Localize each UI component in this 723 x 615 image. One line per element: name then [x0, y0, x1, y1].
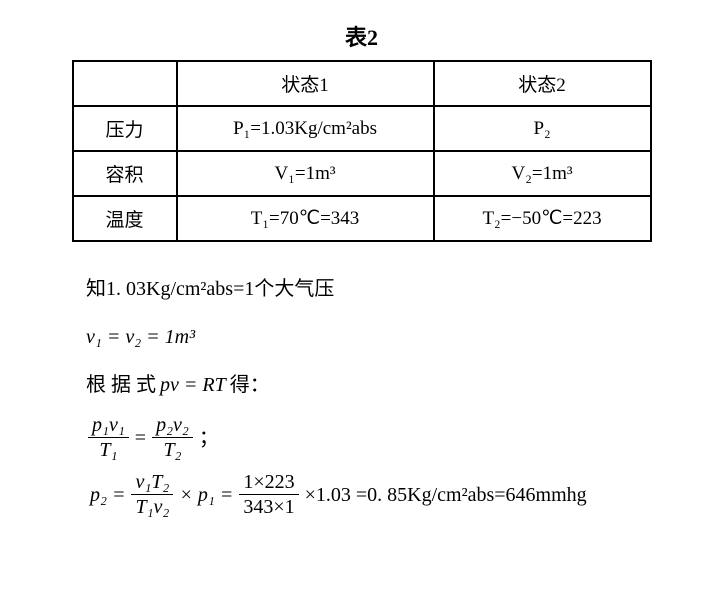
times-p1: × p₁ = [179, 476, 233, 514]
derivation-block: 知1. 03Kg/cm²abs=1个大气压 v₁ = v₂ = 1m³ 根 据 … [86, 270, 663, 518]
pressure-state2: P₂ [434, 106, 651, 151]
temperature-state2: T₂=−50℃=223 [434, 196, 651, 241]
state-table: 状态1 状态2 压力 P₁=1.03Kg/cm²abs P₂ 容积 V₁=1m³… [72, 60, 652, 242]
known-pressure-text: 知1. 03Kg/cm²abs=1个大气压 [86, 270, 334, 308]
frac-den: T₁ [95, 438, 121, 461]
result-tail: ×1.03 =0. 85Kg/cm²abs=646mmhg [305, 476, 587, 514]
temperature-state1: T₁=70℃=343 [177, 196, 434, 241]
derivation-line-2: v₁ = v₂ = 1m³ [86, 318, 663, 356]
frac-den: T₁v₂ [131, 495, 173, 518]
volume-state1: V₁=1m³ [177, 151, 434, 196]
derivation-line-4: p₁v₁ T₁ = p₂v₂ T₂ ； [86, 414, 663, 461]
frac-den: T₂ [159, 438, 185, 461]
frac-num: p₁v₁ [88, 414, 129, 438]
row-label-volume: 容积 [73, 151, 177, 196]
row-label-pressure: 压力 [73, 106, 177, 151]
table-row: 压力 P₁=1.03Kg/cm²abs P₂ [73, 106, 651, 151]
header-state2-cell: 状态2 [434, 61, 651, 106]
derivation-line-1: 知1. 03Kg/cm²abs=1个大气压 [86, 270, 663, 308]
frac-num: p₂v₂ [152, 414, 193, 438]
frac-den: 343×1 [239, 495, 298, 518]
obtain-text: 得： [230, 366, 270, 404]
derivation-line-3: 根 据 式 pv = RT 得： [86, 366, 663, 404]
equals-sign: = [135, 419, 146, 457]
fraction-v1T2-over-T1v2: v₁T₂ T₁v₂ [131, 471, 173, 518]
row-label-temperature: 温度 [73, 196, 177, 241]
fraction-numeric: 1×223 343×1 [239, 471, 298, 518]
derivation-line-5: p₂ = v₁T₂ T₁v₂ × p₁ = 1×223 343×1 ×1.03 … [86, 471, 663, 518]
according-to-text: 根 据 式 [86, 366, 156, 404]
p2-equals: p₂ = [90, 476, 125, 514]
table-row: 容积 V₁=1m³ V₂=1m³ [73, 151, 651, 196]
frac-num: v₁T₂ [131, 471, 173, 495]
header-state1-cell: 状态1 [177, 61, 434, 106]
frac-num: 1×223 [239, 471, 298, 495]
volume-equality: v₁ = v₂ = 1m³ [86, 318, 195, 356]
table-title: 表2 [60, 20, 663, 52]
header-blank-cell [73, 61, 177, 106]
fraction-p1v1-over-T1: p₁v₁ T₁ [88, 414, 129, 461]
volume-state2: V₂=1m³ [434, 151, 651, 196]
pressure-state1: P₁=1.03Kg/cm²abs [177, 106, 434, 151]
table-row: 温度 T₁=70℃=343 T₂=−50℃=223 [73, 196, 651, 241]
ideal-gas-eq: pv = RT [160, 366, 226, 404]
table-row: 状态1 状态2 [73, 61, 651, 106]
fraction-p2v2-over-T2: p₂v₂ T₂ [152, 414, 193, 461]
semicolon: ； [199, 419, 219, 457]
